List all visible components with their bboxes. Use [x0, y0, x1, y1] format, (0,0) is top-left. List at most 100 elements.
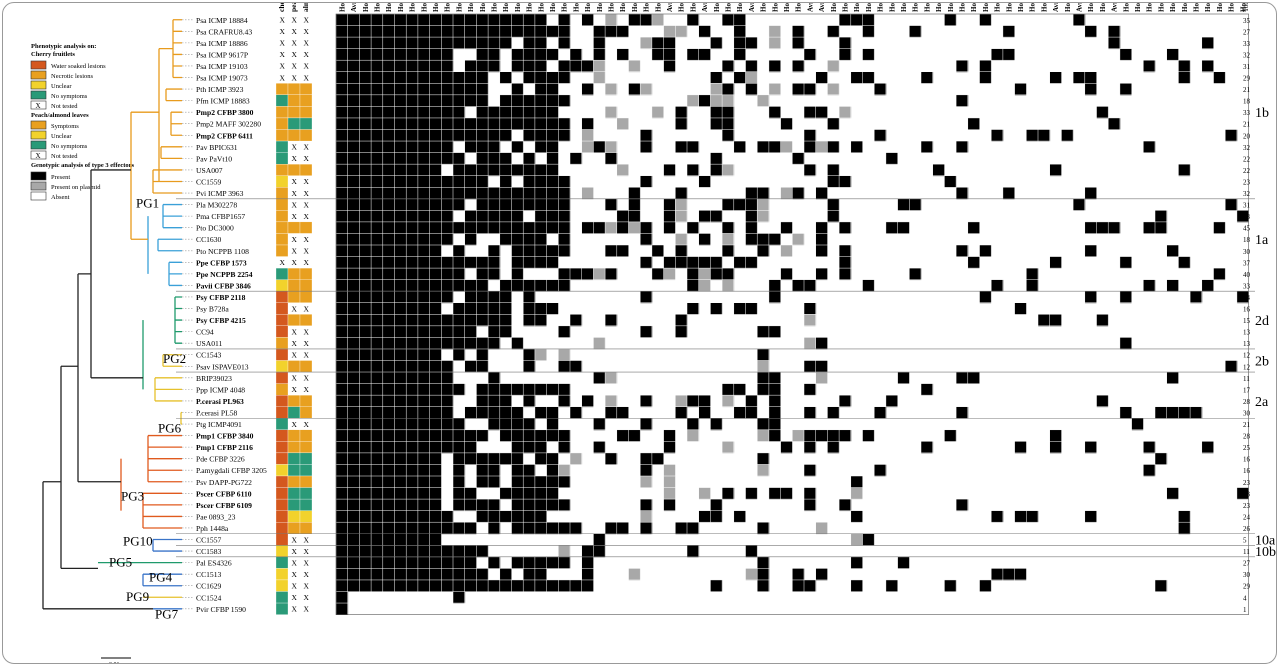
total-value: 17: [1243, 386, 1251, 394]
effector-cell: [464, 406, 477, 419]
effector-header: HopZ4: [1064, 3, 1072, 12]
effector-cell: [406, 487, 419, 500]
pheno-cell: [287, 475, 301, 488]
effector-cell: [558, 117, 571, 130]
effector-cell: [453, 25, 466, 38]
effector-cell: [417, 406, 430, 419]
effector-cell: [336, 418, 349, 431]
effector-cell: [1155, 406, 1168, 419]
effector-cell: [347, 360, 360, 373]
effector-cell: [476, 268, 489, 281]
pheno-x-mark: X: [292, 73, 298, 82]
effector-cell: [1049, 71, 1062, 84]
effector-cell: [336, 25, 349, 38]
effector-cell: [523, 464, 536, 477]
effector-cell: [371, 556, 384, 569]
effector-cell: [804, 360, 817, 373]
effector-cell: [347, 198, 360, 211]
effector-cell: [1002, 568, 1015, 581]
effector-cell: [488, 302, 501, 315]
effector-cell: [675, 141, 688, 153]
effector-cell: [722, 117, 735, 130]
effector-cell: [815, 372, 828, 384]
effector-cell: [417, 233, 430, 246]
effector-header: HopH1: [713, 3, 721, 12]
effector-cell: [605, 83, 618, 96]
effector-cell: [511, 106, 524, 119]
effector-cell: [605, 372, 618, 384]
effector-cell: [733, 302, 746, 315]
effector-cell: [1049, 256, 1062, 269]
pheno-cell: [275, 360, 289, 373]
effector-cell: [429, 106, 442, 119]
effector-cell: [979, 60, 992, 73]
effector-cell: [429, 25, 442, 38]
effector-cell: [605, 198, 618, 211]
effector-cell: [534, 14, 547, 26]
effector-cell: [722, 245, 735, 257]
strain-label: P.amygdali CFBP 3205: [196, 466, 267, 475]
effector-header: HopAS1: [420, 3, 428, 12]
legend-swatch: [30, 70, 47, 80]
effector-cell: [768, 37, 781, 50]
effector-cell: [1084, 291, 1097, 304]
effector-cell: [616, 48, 629, 61]
total-value: 16: [1243, 456, 1251, 464]
effector-cell: [347, 429, 360, 442]
effector-cell: [476, 94, 489, 107]
effector-cell: [546, 94, 559, 107]
effector-cell: [523, 233, 536, 246]
effector-cell: [1049, 429, 1062, 442]
effector-cell: [523, 348, 536, 361]
effector-cell: [371, 187, 384, 200]
pheno-x-mark: X: [292, 605, 298, 614]
effector-cell: [371, 337, 384, 350]
effector-cell: [336, 487, 349, 500]
effector-cell: [347, 522, 360, 535]
effector-cell: [956, 372, 969, 384]
pheno-cell: [300, 141, 312, 153]
effector-cell: [371, 568, 384, 581]
effector-cell: [1155, 221, 1168, 234]
effector-cell: [359, 441, 372, 454]
effector-cell: [499, 129, 512, 142]
effector-cell: [476, 464, 489, 477]
effector-cell: [1084, 187, 1097, 200]
tree-backbone: [60, 365, 98, 570]
effector-cell: [640, 291, 653, 304]
effector-cell: [792, 37, 805, 50]
pheno-cell: [299, 394, 313, 407]
effector-cell: [476, 499, 489, 512]
effector-cell: [651, 245, 664, 257]
effector-cell: [453, 129, 466, 142]
effector-cell: [897, 198, 910, 211]
pheno-cell: [275, 406, 289, 419]
effector-cell: [441, 291, 454, 304]
pheno-cell: [275, 475, 289, 488]
effector-cell: [359, 48, 372, 61]
effector-cell: [429, 60, 442, 73]
effector-cell: [780, 221, 793, 234]
effector-header: HopBB1-2: [1157, 3, 1165, 12]
effector-cell: [488, 325, 501, 338]
effector-cell: [1119, 256, 1132, 269]
effector-cell: [347, 233, 360, 246]
effector-cell: [675, 395, 688, 408]
effector-cell: [523, 418, 536, 431]
effector-cell: [722, 164, 735, 177]
effector-cell: [523, 579, 536, 592]
pheno-x-mark: X: [304, 327, 310, 336]
pheno-cell: [288, 556, 300, 569]
effector-cell: [336, 441, 349, 454]
effector-cell: [406, 164, 419, 177]
effector-cell: [710, 94, 723, 107]
effector-cell: [336, 141, 349, 153]
effector-cell: [804, 302, 817, 315]
effector-cell: [453, 37, 466, 50]
total-value: 11: [1243, 375, 1250, 383]
effector-cell: [651, 452, 664, 465]
effector-cell: [371, 141, 384, 153]
effector-cell: [429, 233, 442, 246]
effector-cell: [640, 464, 653, 477]
effector-cell: [382, 164, 395, 177]
